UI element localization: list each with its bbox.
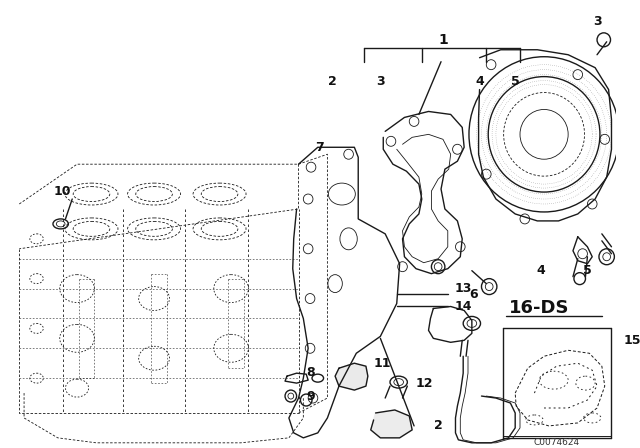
Text: 2: 2: [434, 419, 442, 432]
Text: 11: 11: [374, 357, 391, 370]
Text: 14: 14: [454, 300, 472, 313]
Text: 12: 12: [416, 377, 433, 390]
Text: 7: 7: [316, 141, 324, 154]
Text: 4: 4: [537, 264, 545, 277]
Text: 5: 5: [583, 264, 592, 277]
Text: 13: 13: [454, 282, 472, 295]
Text: 6: 6: [470, 288, 478, 301]
Text: C0074624: C0074624: [534, 438, 580, 447]
Text: 4: 4: [475, 75, 484, 88]
Text: 3: 3: [593, 15, 602, 28]
Text: 16-DS: 16-DS: [508, 299, 569, 318]
Text: 10: 10: [54, 185, 71, 198]
Text: 9: 9: [306, 390, 315, 403]
Text: 8: 8: [306, 366, 315, 379]
Polygon shape: [371, 410, 412, 438]
Text: 2: 2: [328, 75, 337, 88]
Text: 1: 1: [438, 33, 448, 47]
Text: 3: 3: [376, 75, 385, 88]
Polygon shape: [335, 363, 368, 390]
Text: 5: 5: [511, 75, 520, 88]
Text: 15: 15: [624, 334, 640, 347]
